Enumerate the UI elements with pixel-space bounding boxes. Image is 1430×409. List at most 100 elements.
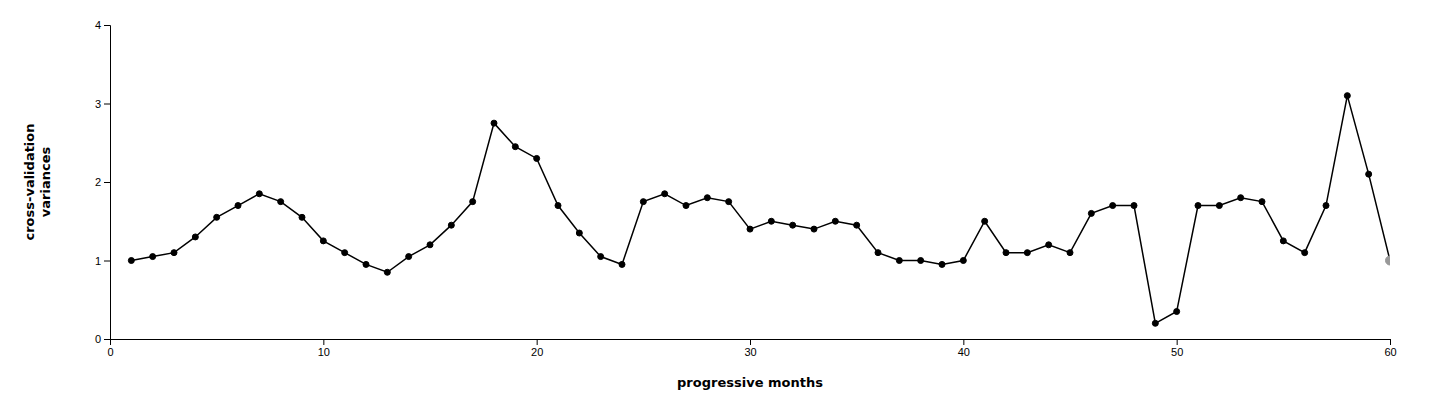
point [576, 230, 582, 236]
point [1088, 210, 1094, 216]
point [726, 199, 732, 205]
tick: 2 [95, 176, 110, 188]
point [214, 214, 220, 220]
tick: 3 [95, 98, 110, 110]
tick-mark [104, 25, 110, 26]
point [1302, 250, 1308, 256]
y-axis-title-line: cross-validation [22, 123, 37, 240]
tick-mark [750, 339, 751, 345]
tick-mark [1390, 339, 1391, 345]
point [171, 250, 177, 256]
point [1152, 320, 1158, 326]
point [278, 199, 284, 205]
marks [128, 93, 1390, 327]
point [150, 254, 156, 260]
y-axis-title: cross-validationvariances [22, 123, 53, 240]
point [683, 203, 689, 209]
point [1216, 203, 1222, 209]
tick-label: 40 [958, 346, 970, 358]
point [960, 258, 966, 264]
point [918, 258, 924, 264]
point [320, 238, 326, 244]
point [939, 261, 945, 267]
point [1046, 242, 1052, 248]
tick-label: 2 [95, 176, 101, 188]
point [896, 258, 902, 264]
point [790, 222, 796, 228]
axis-line [104, 26, 111, 340]
point [875, 250, 881, 256]
point [747, 226, 753, 232]
tick-mark [104, 104, 110, 105]
point [342, 250, 348, 256]
plot-area: 010203040506001234 [95, 19, 1397, 358]
tick-label: 20 [531, 346, 543, 358]
tick-label: 0 [95, 333, 101, 345]
point [299, 214, 305, 220]
tick-label: 4 [95, 19, 101, 31]
point [1110, 203, 1116, 209]
tick: 0 [107, 339, 113, 358]
point [854, 222, 860, 228]
point [491, 120, 497, 126]
tick: 0 [95, 333, 110, 345]
tick-mark [104, 339, 110, 340]
point [1003, 250, 1009, 256]
point [982, 218, 988, 224]
tick-mark [104, 261, 110, 262]
point [256, 191, 262, 197]
tick-mark [104, 182, 110, 183]
point [448, 222, 454, 228]
point [704, 195, 710, 201]
axis-line [111, 340, 1391, 346]
tick: 10 [318, 339, 330, 358]
point [768, 218, 774, 224]
point [406, 254, 412, 260]
point [363, 261, 369, 267]
point [640, 199, 646, 205]
point [534, 155, 540, 161]
point [1366, 171, 1372, 177]
point [1386, 256, 1391, 265]
point [1259, 199, 1265, 205]
point [128, 258, 134, 264]
point [1174, 309, 1180, 315]
point [512, 144, 518, 150]
point [384, 269, 390, 275]
point [1024, 250, 1030, 256]
point [811, 226, 817, 232]
tick-mark [963, 339, 964, 345]
tick: 1 [95, 255, 110, 267]
y-axis: 0 1 2 3 4 [95, 19, 111, 345]
point [235, 203, 241, 209]
point [832, 218, 838, 224]
chart: 010203040506001234progressive monthscros… [0, 0, 1430, 409]
point [1280, 238, 1286, 244]
point [619, 261, 625, 267]
tick-label: 0 [107, 346, 113, 358]
point [192, 234, 198, 240]
tick-mark [323, 339, 324, 345]
point [598, 254, 604, 260]
tick-mark [1177, 339, 1178, 345]
tick: 50 [1171, 339, 1183, 358]
x-axis: 0102030405060 [107, 339, 1396, 358]
point [662, 191, 668, 197]
tick-label: 10 [318, 346, 330, 358]
point [1195, 203, 1201, 209]
tick: 40 [958, 339, 970, 358]
tick: 60 [1384, 339, 1396, 358]
point [1067, 250, 1073, 256]
tick-label: 3 [95, 98, 101, 110]
tick: 4 [95, 19, 110, 31]
tick-label: 60 [1384, 346, 1396, 358]
point [555, 203, 561, 209]
point [470, 199, 476, 205]
tick-label: 50 [1171, 346, 1183, 358]
line [131, 96, 1390, 324]
tick: 20 [531, 339, 543, 358]
point [1238, 195, 1244, 201]
point [1131, 203, 1137, 209]
point [427, 242, 433, 248]
tick-mark [537, 339, 538, 345]
